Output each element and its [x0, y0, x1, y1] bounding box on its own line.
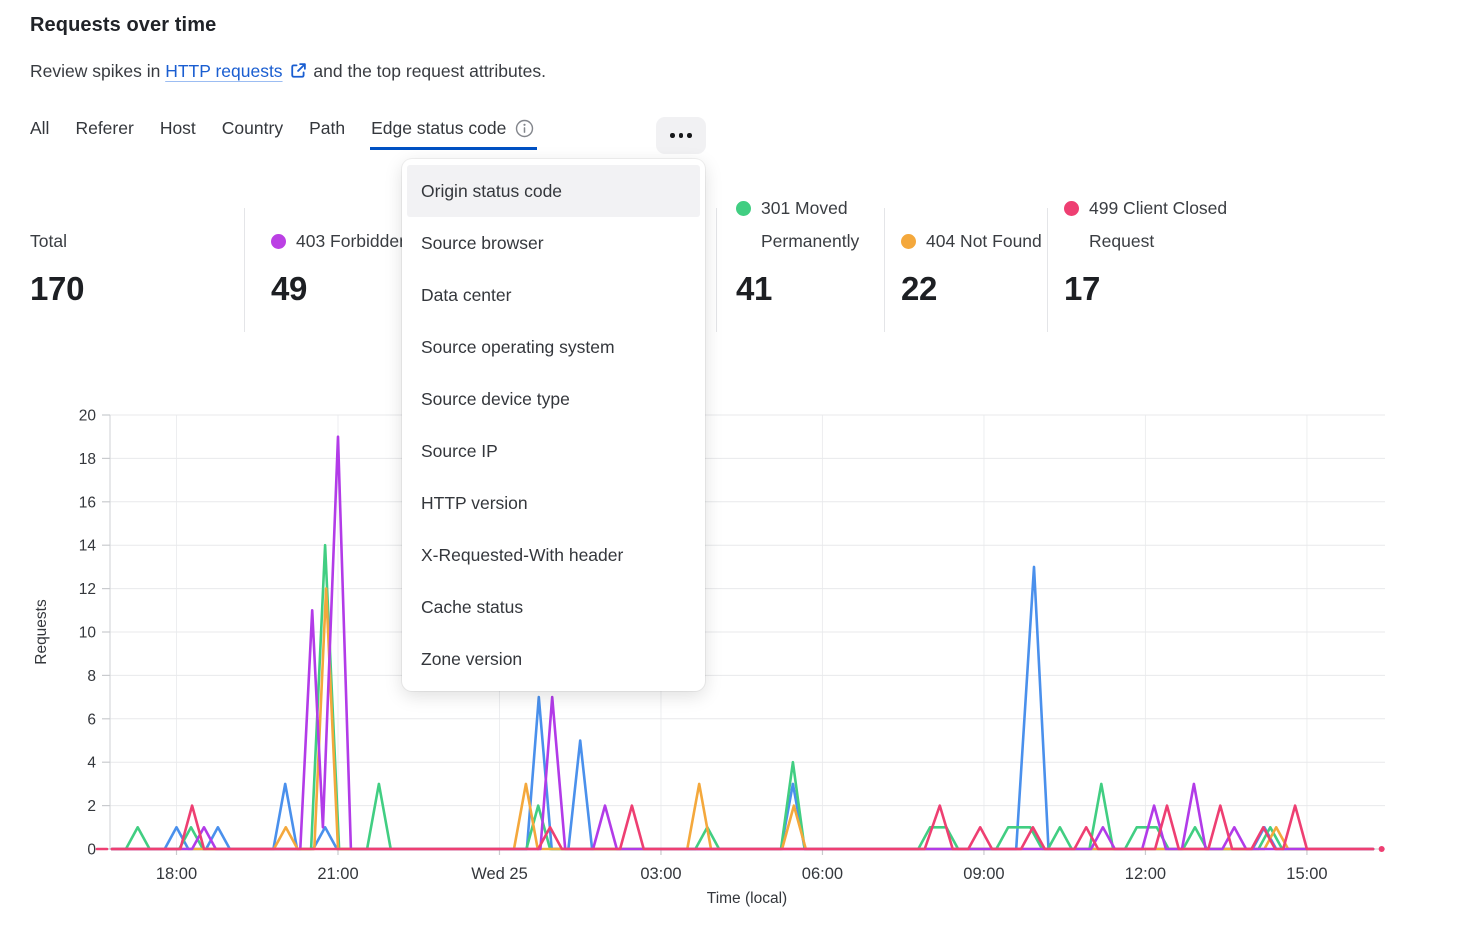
- stat-404-not-found: 404 Not Found 22: [901, 192, 1042, 308]
- stat-label: 404 Not Found: [926, 231, 1042, 251]
- stat-value: 49: [271, 270, 308, 307]
- page-subtitle: Review spikes in HTTP requests and the t…: [30, 61, 546, 84]
- y-tick-label: 0: [87, 842, 96, 859]
- series-end-dot-499-client-closed-request: [1378, 846, 1385, 852]
- http-requests-link[interactable]: HTTP requests: [165, 61, 308, 81]
- info-icon[interactable]: [515, 119, 534, 138]
- stat-value: 170: [30, 270, 85, 307]
- stat-divider: [716, 208, 717, 332]
- stat-divider: [884, 208, 885, 332]
- y-tick-label: 2: [87, 798, 96, 815]
- menu-item-x-requested-with-header[interactable]: X-Requested-With header: [421, 545, 624, 565]
- tab-all[interactable]: All: [30, 118, 50, 138]
- x-tick-label: Wed 25: [471, 865, 528, 883]
- subtitle-suffix: and the top request attributes.: [308, 61, 546, 81]
- y-tick-label: 6: [87, 711, 96, 728]
- legend-dot: [736, 201, 751, 216]
- series-line-301-moved-permanently: [110, 543, 1375, 851]
- x-tick-label: 06:00: [802, 865, 843, 883]
- stat-label: 499 Client Closed Request: [1089, 198, 1228, 251]
- y-tick-label: 20: [79, 408, 97, 425]
- x-tick-label: 21:00: [317, 865, 358, 883]
- y-tick-label: 14: [79, 538, 97, 555]
- legend-dot: [271, 234, 286, 249]
- stat-label: 301 Moved Permanently: [761, 198, 860, 251]
- x-tick-label: 15:00: [1286, 865, 1327, 883]
- tab-host[interactable]: Host: [159, 118, 196, 138]
- menu-item-data-center[interactable]: Data center: [421, 285, 512, 305]
- menu-item-http-version[interactable]: HTTP version: [421, 493, 528, 513]
- stat-label: 403 Forbidden: [296, 231, 409, 251]
- legend-dot: [1064, 201, 1079, 216]
- stat-label: Total: [30, 231, 67, 251]
- x-tick-label: 03:00: [640, 865, 681, 883]
- stat-value: 22: [901, 270, 938, 307]
- series-line-legend-hidden-by-menu: [110, 565, 1375, 851]
- stat-value: 17: [1064, 270, 1101, 307]
- menu-item-source-browser[interactable]: Source browser: [421, 233, 544, 253]
- tab-referer[interactable]: Referer: [75, 118, 134, 138]
- y-tick-label: 4: [87, 755, 96, 772]
- stat-499-client-closed-request: 499 Client Closed Request 17: [1064, 192, 1229, 308]
- menu-item-zone-version[interactable]: Zone version: [421, 649, 523, 669]
- tab-edge-status-code[interactable]: Edge status code: [370, 118, 538, 150]
- x-tick-label: 12:00: [1125, 865, 1166, 883]
- attribute-dropdown-menu: Origin status code Source browser Data cen…: [402, 159, 705, 691]
- stat-301-moved-permanently: 301 Moved Permanently 41: [736, 192, 873, 308]
- x-tick-label: 18:00: [156, 865, 197, 883]
- stat-divider: [1047, 208, 1048, 332]
- subtitle-prefix: Review spikes in: [30, 61, 166, 81]
- x-axis-title: Time (local): [707, 890, 787, 907]
- tab-country[interactable]: Country: [221, 118, 284, 138]
- stat-value: 41: [736, 270, 773, 307]
- menu-item-source-operating-system[interactable]: Source operating system: [421, 337, 615, 357]
- ellipsis-icon: [670, 133, 675, 138]
- x-tick-label: 09:00: [963, 865, 1004, 883]
- stat-403-forbidden: 403 Forbidden 49: [271, 192, 409, 308]
- active-tab-underline: [370, 146, 538, 150]
- page-title: Requests over time: [30, 14, 217, 36]
- y-tick-label: 12: [79, 581, 96, 598]
- external-link-icon: [290, 62, 307, 84]
- series-line-499-client-closed-request: [110, 804, 1375, 851]
- tab-path[interactable]: Path: [309, 118, 346, 138]
- menu-item-cache-status[interactable]: Cache status: [421, 597, 524, 617]
- y-axis-title: Requests: [33, 599, 50, 665]
- stat-total: Total 170: [30, 192, 84, 308]
- y-tick-label: 8: [87, 668, 96, 685]
- stat-divider: [244, 208, 245, 332]
- menu-item-source-device-type[interactable]: Source device type: [421, 389, 570, 409]
- menu-item-source-ip[interactable]: Source IP: [421, 441, 498, 461]
- y-tick-label: 18: [79, 451, 96, 468]
- y-tick-label: 16: [79, 494, 96, 511]
- more-tabs-button[interactable]: [656, 117, 706, 154]
- attribute-tabs: All Referer Host Country Path Edge status cod…: [30, 118, 538, 150]
- y-tick-label: 10: [79, 625, 97, 642]
- legend-dot: [901, 234, 916, 249]
- menu-item-origin-status-code[interactable]: Origin status code: [407, 165, 700, 217]
- series-line-403-forbidden: [110, 435, 1375, 851]
